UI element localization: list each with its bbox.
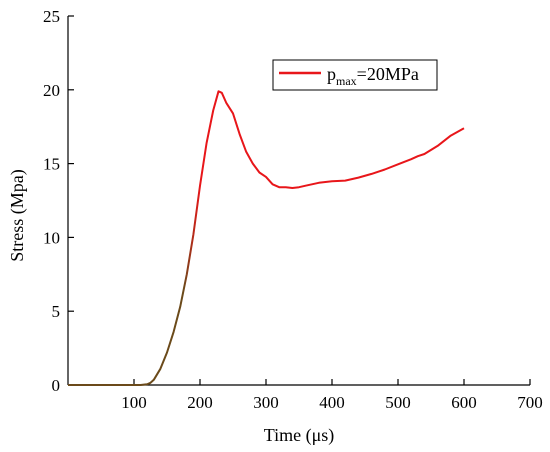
legend-label-main: p — [327, 64, 336, 84]
y-axis-ticks: 0 5 10 15 20 25 — [43, 7, 74, 395]
legend-box — [272, 59, 438, 91]
x-axis-title: Time (μs) — [264, 425, 335, 446]
y-tick-label: 15 — [43, 155, 60, 174]
series-layer — [68, 90, 465, 386]
legend: pmax=20MPa — [272, 59, 438, 91]
x-axis-ticks: 100 200 300 400 500 600 700 — [121, 379, 543, 412]
legend-label-rest: =20MPa — [357, 64, 419, 84]
plot-area: 100 200 300 400 500 600 700 0 5 10 15 20 25 — [43, 7, 543, 412]
y-tick-label: 25 — [43, 7, 60, 26]
x-tick-label: 100 — [121, 393, 147, 412]
x-tick-label: 300 — [253, 393, 279, 412]
y-tick-label: 5 — [52, 302, 61, 321]
x-tick-label: 400 — [319, 393, 345, 412]
y-tick-label: 0 — [52, 376, 61, 395]
legend-label: pmax=20MPa — [327, 64, 419, 88]
y-tick-label: 10 — [43, 228, 60, 247]
legend-label-subscript: max — [336, 74, 357, 88]
series-line — [68, 90, 465, 386]
y-axis-title: Stress (Mpa) — [7, 169, 28, 262]
x-tick-label: 600 — [451, 393, 477, 412]
x-tick-label: 500 — [385, 393, 411, 412]
x-tick-label: 700 — [517, 393, 543, 412]
y-tick-label: 20 — [43, 81, 60, 100]
x-tick-label: 200 — [187, 393, 213, 412]
